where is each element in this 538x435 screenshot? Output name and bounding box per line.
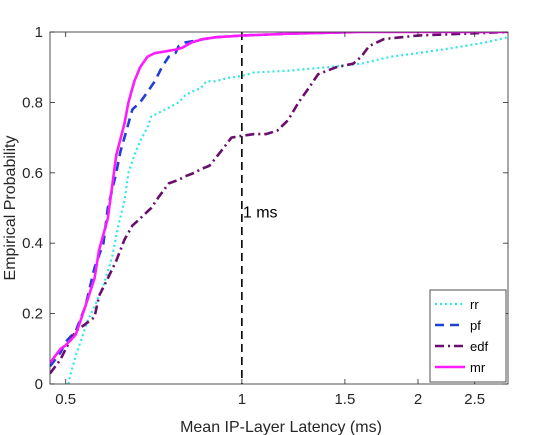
y-tick-label: 0.2 (22, 306, 43, 323)
x-tick-label: 2 (414, 391, 422, 408)
x-axis-label: Mean IP-Layer Latency (ms) (180, 419, 382, 435)
annotation-1ms: 1 ms (243, 205, 278, 222)
y-tick-label: 1 (35, 24, 43, 41)
legend: rr pf edf mr (429, 289, 507, 383)
x-tick-label: 2.5 (464, 391, 485, 408)
series-line-mr (50, 32, 508, 364)
x-tick-label: 0.5 (55, 391, 76, 408)
series-group (50, 32, 508, 384)
y-tick-label: 0.6 (22, 165, 43, 182)
y-tick-label: 0.8 (22, 94, 43, 111)
x-tick-label: 1.5 (334, 391, 355, 408)
legend-label-mr: mr (470, 360, 486, 375)
legend-label-pf: pf (470, 318, 481, 333)
plot-area: 1 ms (50, 32, 508, 384)
axes: 0.5 1 1.5 2 2.5 0 0.2 0.4 0.6 0.8 1 (22, 24, 509, 408)
y-tick-label: 0 (35, 376, 43, 393)
x-tick-label: 1 (238, 391, 246, 408)
y-axis-label: Empirical Probability (2, 136, 19, 281)
legend-label-edf: edf (470, 339, 488, 354)
y-tick-label: 0.4 (22, 235, 43, 252)
axes-box (49, 31, 509, 385)
legend-label-rr: rr (470, 297, 479, 312)
series-line-edf (50, 32, 508, 375)
